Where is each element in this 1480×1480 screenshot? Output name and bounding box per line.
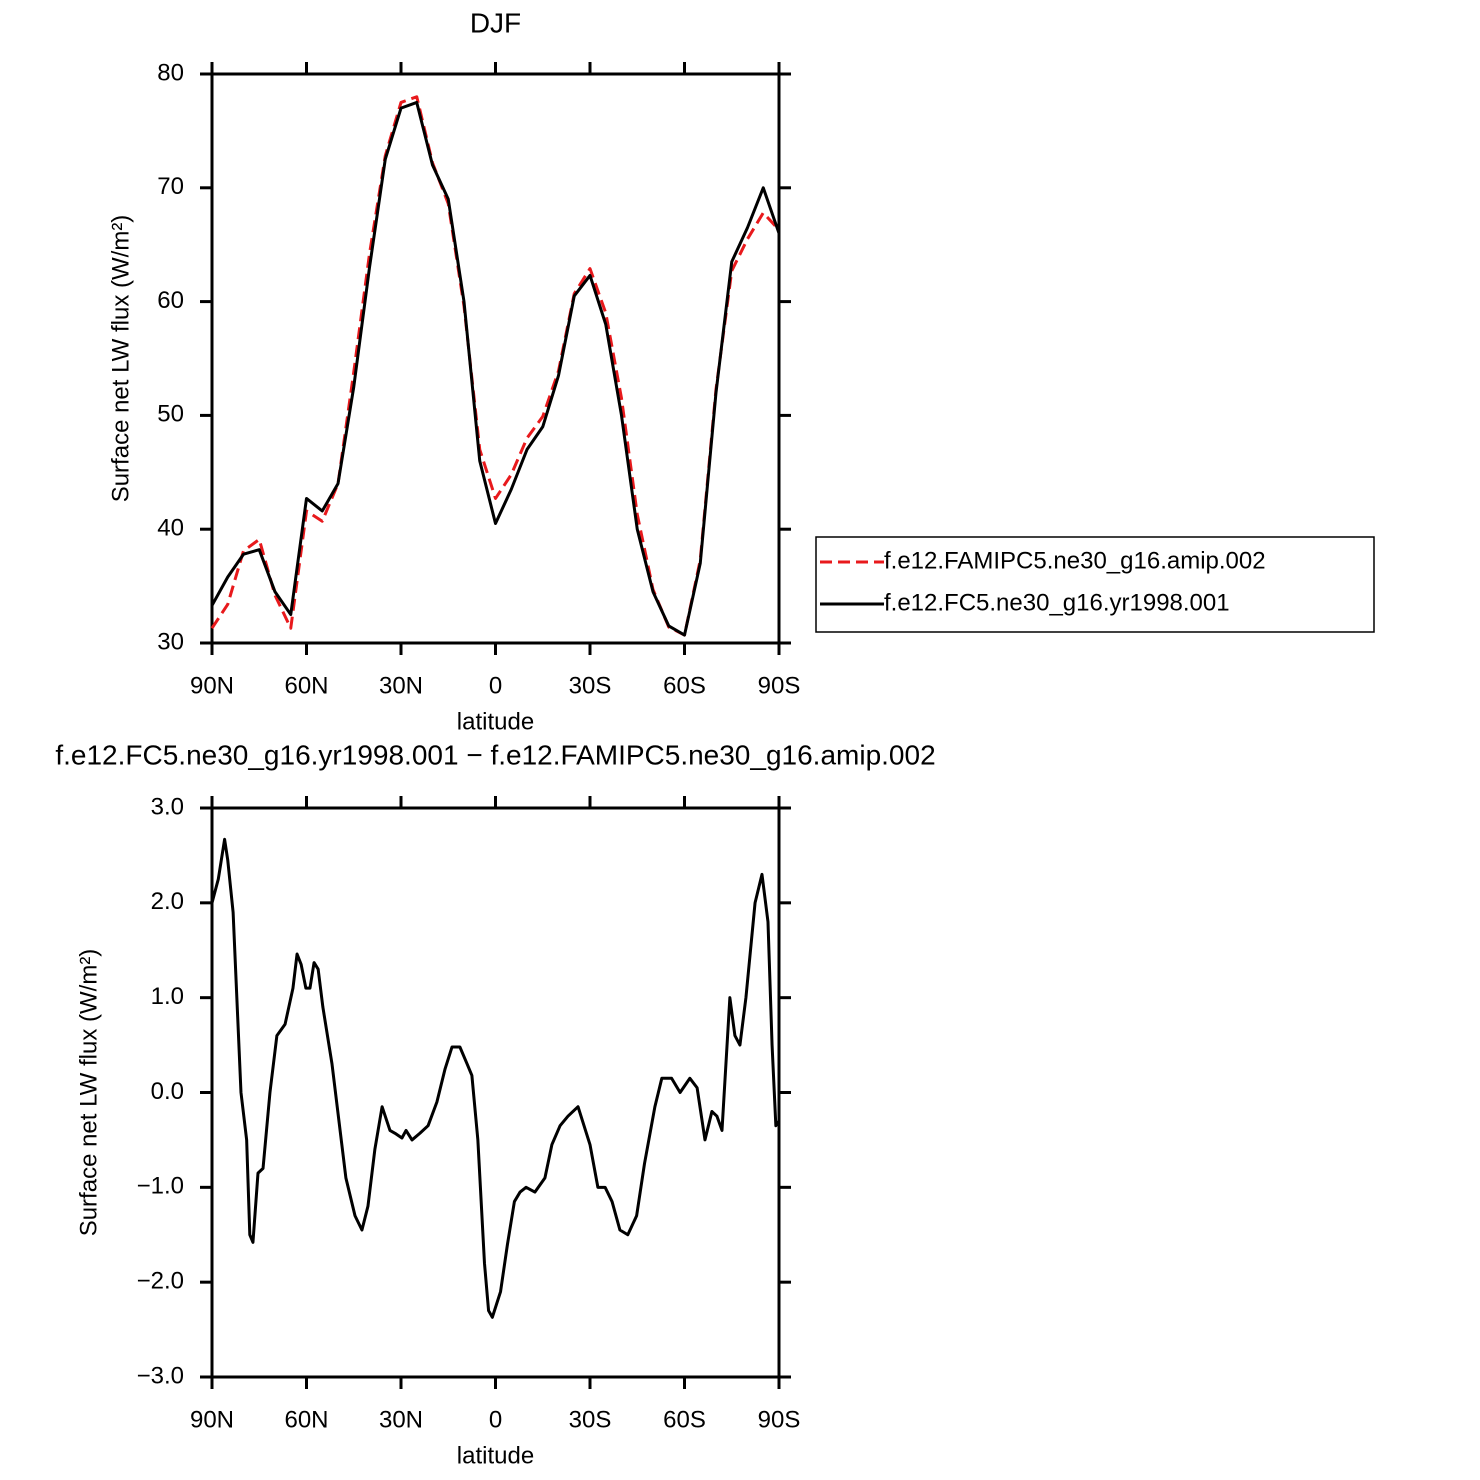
legend-box (815, 536, 1375, 633)
x-tick-label: 90N (190, 1406, 234, 1433)
x-tick-label: 30S (569, 1406, 612, 1433)
y-tick-label: 0.0 (151, 1078, 184, 1105)
legend-label: f.e12.FC5.ne30_g16.yr1998.001 (884, 589, 1230, 616)
y-tick-label: 50 (157, 401, 184, 428)
x-axis-label: latitude (457, 708, 534, 735)
y-tick-label: 40 (157, 515, 184, 542)
x-tick-label: 0 (489, 1406, 502, 1433)
x-tick-label: 30S (569, 672, 612, 699)
chart-title: DJF (470, 7, 521, 38)
x-tick-label: 90S (758, 1406, 801, 1433)
y-tick-label: 2.0 (151, 888, 184, 915)
data-line (210, 95, 781, 637)
x-axis-label: latitude (457, 1442, 534, 1469)
y-tick-label: 70 (157, 173, 184, 200)
x-tick-label: 0 (489, 672, 502, 699)
y-tick-label: 30 (157, 628, 184, 655)
chart-title: f.e12.FC5.ne30_g16.yr1998.001 − f.e12.FA… (55, 739, 935, 770)
data-line (210, 100, 781, 637)
x-tick-label: 60S (663, 672, 706, 699)
x-tick-label: 90S (758, 672, 801, 699)
y-tick-label: 80 (157, 59, 184, 86)
y-axis-label: Surface net LW flux (W/m²) (107, 215, 134, 503)
x-tick-label: 30N (379, 672, 423, 699)
plot-frame (210, 806, 781, 1379)
y-tick-label: 60 (157, 287, 184, 314)
data-line (210, 837, 781, 1319)
y-tick-label: −1.0 (137, 1173, 184, 1200)
legend: f.e12.FAMIPC5.ne30_g16.amip.002 f.e12.FC5… (815, 536, 1375, 633)
x-tick-label: 60S (663, 1406, 706, 1433)
y-tick-label: −3.0 (137, 1362, 184, 1389)
y-tick-label: −2.0 (137, 1268, 184, 1295)
x-tick-label: 90N (190, 672, 234, 699)
x-tick-label: 60N (284, 672, 328, 699)
x-tick-label: 60N (284, 1406, 328, 1433)
x-tick-label: 30N (379, 1406, 423, 1433)
y-tick-label: 3.0 (151, 793, 184, 820)
legend-label: f.e12.FAMIPC5.ne30_g16.amip.002 (884, 547, 1266, 574)
y-tick-label: 1.0 (151, 983, 184, 1010)
y-axis-label: Surface net LW flux (W/m²) (75, 949, 102, 1237)
